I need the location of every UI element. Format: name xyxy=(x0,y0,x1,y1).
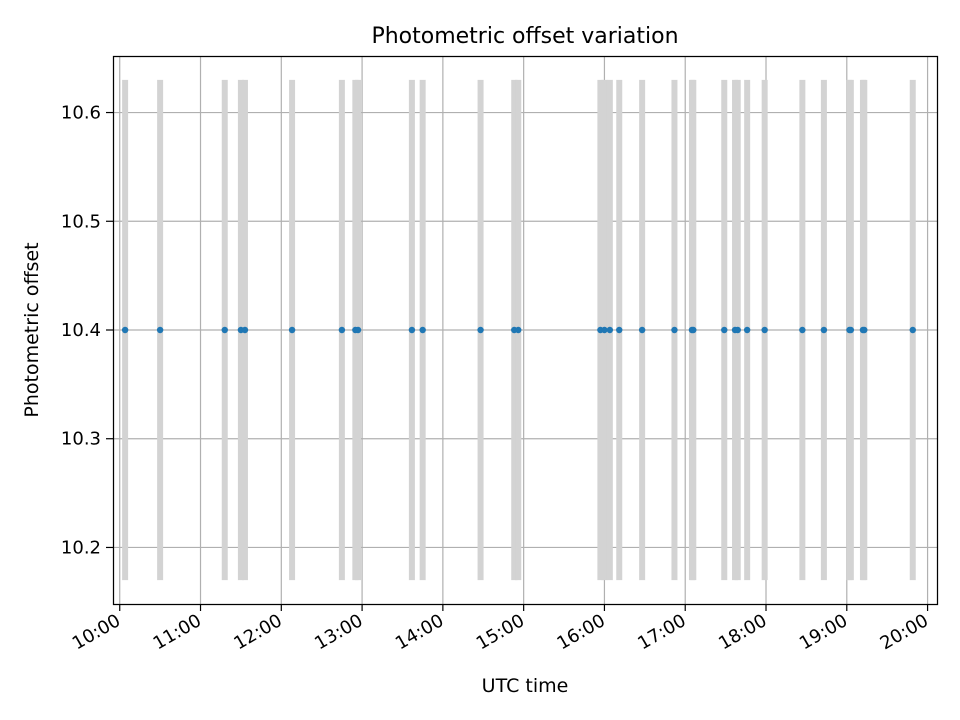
y-tick-label: 10.4 xyxy=(61,320,101,341)
data-point xyxy=(288,326,296,334)
y-tick-label: 10.5 xyxy=(61,211,101,232)
plot-frame xyxy=(112,55,939,606)
data-points xyxy=(121,326,916,334)
data-point xyxy=(671,326,678,334)
data-point xyxy=(690,326,697,334)
data-point xyxy=(354,326,362,334)
data-point xyxy=(734,326,741,334)
data-point xyxy=(419,326,426,334)
chart-title: Photometric offset variation xyxy=(371,24,678,49)
data-point xyxy=(221,326,228,334)
data-point xyxy=(477,326,484,334)
data-point xyxy=(121,326,129,334)
y-axis-label: Photometric offset xyxy=(21,242,43,417)
data-point xyxy=(799,326,806,334)
data-point xyxy=(638,326,646,334)
data-point xyxy=(156,326,164,334)
data-point xyxy=(606,326,614,334)
data-point xyxy=(515,326,522,334)
data-point xyxy=(408,326,416,334)
data-point xyxy=(338,326,346,334)
data-point xyxy=(861,326,868,334)
y-tick-label: 10.6 xyxy=(61,103,101,124)
y-tick-label: 10.2 xyxy=(61,537,101,558)
data-point xyxy=(847,326,855,334)
data-point xyxy=(616,326,623,334)
data-point xyxy=(820,326,828,334)
y-tick-label: 10.3 xyxy=(61,429,101,450)
data-point xyxy=(601,326,608,334)
data-point xyxy=(241,326,249,334)
x-axis-label: UTC time xyxy=(482,675,569,697)
y-axis-ticks: 10.2 10.3 10.4 10.5 10.6 xyxy=(61,103,113,558)
data-point xyxy=(721,326,728,334)
data-point xyxy=(743,326,751,334)
data-point xyxy=(909,326,916,334)
data-point xyxy=(761,326,768,334)
